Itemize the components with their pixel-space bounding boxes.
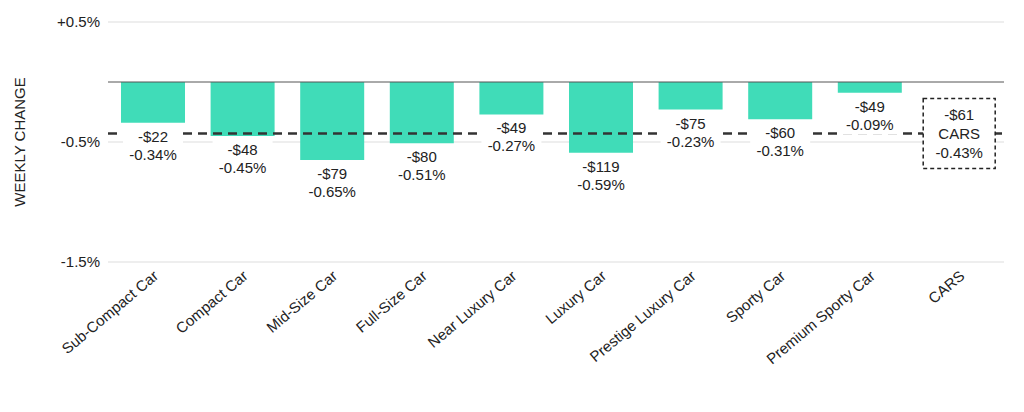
svg-text:Luxury Car: Luxury Car xyxy=(542,267,609,327)
svg-text:-0.51%: -0.51% xyxy=(398,166,446,183)
svg-text:-$60: -$60 xyxy=(765,124,795,141)
svg-text:-$79: -$79 xyxy=(317,165,347,182)
svg-text:Premium Sporty Car: Premium Sporty Car xyxy=(763,267,878,367)
svg-text:-0.45%: -0.45% xyxy=(219,159,267,176)
svg-text:-0.31%: -0.31% xyxy=(756,142,804,159)
svg-text:-$61: -$61 xyxy=(944,106,974,123)
svg-text:-0.09%: -0.09% xyxy=(846,116,894,133)
svg-text:-0.5%: -0.5% xyxy=(61,133,100,150)
svg-text:-$75: -$75 xyxy=(676,115,706,132)
svg-text:-$80: -$80 xyxy=(407,148,437,165)
svg-text:Sub-Compact Car: Sub-Compact Car xyxy=(58,267,161,357)
svg-text:Full-Size Car: Full-Size Car xyxy=(353,267,430,336)
svg-text:-0.65%: -0.65% xyxy=(308,183,356,200)
svg-text:-$48: -$48 xyxy=(228,141,258,158)
svg-text:-0.34%: -0.34% xyxy=(129,146,177,163)
svg-text:-0.59%: -0.59% xyxy=(577,176,625,193)
svg-text:Compact Car: Compact Car xyxy=(172,267,251,337)
svg-text:WEEKLY CHANGE: WEEKLY CHANGE xyxy=(11,77,28,206)
svg-text:-0.43%: -0.43% xyxy=(935,144,983,161)
svg-text:+0.5%: +0.5% xyxy=(57,13,100,30)
svg-text:-1.5%: -1.5% xyxy=(61,253,100,270)
svg-text:Sporty Car: Sporty Car xyxy=(723,267,789,326)
svg-text:-$49: -$49 xyxy=(855,98,885,115)
svg-text:-$119: -$119 xyxy=(582,158,619,175)
svg-text:-0.27%: -0.27% xyxy=(488,137,536,154)
svg-text:Near Luxury Car: Near Luxury Car xyxy=(424,267,519,351)
svg-text:Mid-Size Car: Mid-Size Car xyxy=(263,267,340,336)
svg-text:Prestige Luxury Car: Prestige Luxury Car xyxy=(586,267,698,365)
svg-text:-$49: -$49 xyxy=(496,119,526,136)
svg-text:-$22: -$22 xyxy=(138,128,168,145)
svg-text:CARS: CARS xyxy=(925,267,968,307)
svg-text:-0.23%: -0.23% xyxy=(667,133,715,150)
svg-text:CARS: CARS xyxy=(938,125,980,142)
